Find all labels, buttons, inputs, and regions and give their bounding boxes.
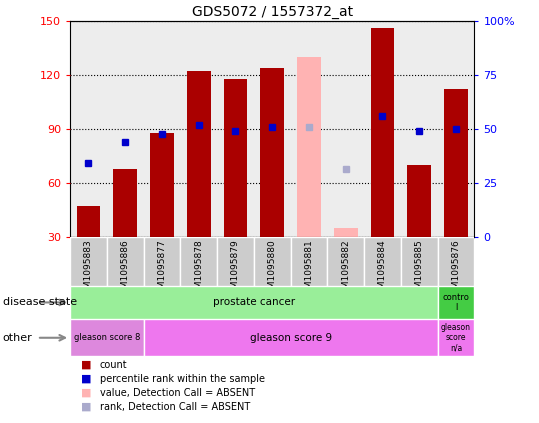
Bar [181, 21, 217, 237]
Text: ■: ■ [81, 401, 91, 412]
Text: gleason score 8: gleason score 8 [74, 333, 140, 342]
Text: GSM1095885: GSM1095885 [414, 239, 424, 300]
Bar [70, 319, 143, 356]
Title: GDS5072 / 1557372_at: GDS5072 / 1557372_at [192, 5, 353, 19]
Bar [291, 237, 327, 286]
Bar [334, 228, 358, 237]
Bar [444, 90, 468, 237]
Bar [364, 237, 401, 286]
Text: GSM1095876: GSM1095876 [452, 239, 460, 300]
Bar [254, 237, 291, 286]
Text: ■: ■ [81, 374, 91, 384]
Bar [70, 237, 107, 286]
Text: ■: ■ [81, 360, 91, 370]
Text: GSM1095879: GSM1095879 [231, 239, 240, 300]
Bar [77, 206, 100, 237]
Text: GSM1095877: GSM1095877 [157, 239, 167, 300]
Bar [143, 319, 438, 356]
Text: GSM1095886: GSM1095886 [121, 239, 130, 300]
Bar [107, 21, 143, 237]
Text: other: other [3, 333, 32, 343]
Bar [150, 133, 174, 237]
Bar [401, 237, 438, 286]
Bar [364, 21, 401, 237]
Text: GSM1095881: GSM1095881 [305, 239, 314, 300]
Text: GSM1095878: GSM1095878 [194, 239, 203, 300]
Bar [297, 57, 321, 237]
Bar [107, 237, 143, 286]
Text: percentile rank within the sample: percentile rank within the sample [100, 374, 265, 384]
Bar [438, 319, 474, 356]
Bar [327, 237, 364, 286]
Text: count: count [100, 360, 127, 370]
Bar [401, 21, 438, 237]
Bar [254, 21, 291, 237]
Bar [327, 21, 364, 237]
Bar [224, 79, 247, 237]
Text: GSM1095883: GSM1095883 [84, 239, 93, 300]
Bar [143, 237, 181, 286]
Bar [407, 165, 431, 237]
Bar [260, 68, 284, 237]
Bar [438, 286, 474, 319]
Text: rank, Detection Call = ABSENT: rank, Detection Call = ABSENT [100, 401, 250, 412]
Bar [438, 21, 474, 237]
Text: GSM1095884: GSM1095884 [378, 239, 387, 300]
Bar [143, 21, 181, 237]
Bar [113, 169, 137, 237]
Bar [186, 71, 211, 237]
Bar [217, 237, 254, 286]
Text: GSM1095880: GSM1095880 [268, 239, 277, 300]
Text: gleason score 9: gleason score 9 [250, 333, 331, 343]
Bar [217, 21, 254, 237]
Text: ■: ■ [81, 387, 91, 398]
Text: gleason
score
n/a: gleason score n/a [441, 323, 471, 353]
Bar [370, 28, 395, 237]
Bar [438, 237, 474, 286]
Text: value, Detection Call = ABSENT: value, Detection Call = ABSENT [100, 387, 255, 398]
Text: prostate cancer: prostate cancer [213, 297, 295, 308]
Text: disease state: disease state [3, 297, 77, 308]
Bar [70, 21, 107, 237]
Text: contro
l: contro l [443, 293, 469, 312]
Bar [181, 237, 217, 286]
Text: GSM1095882: GSM1095882 [341, 239, 350, 300]
Bar [291, 21, 327, 237]
